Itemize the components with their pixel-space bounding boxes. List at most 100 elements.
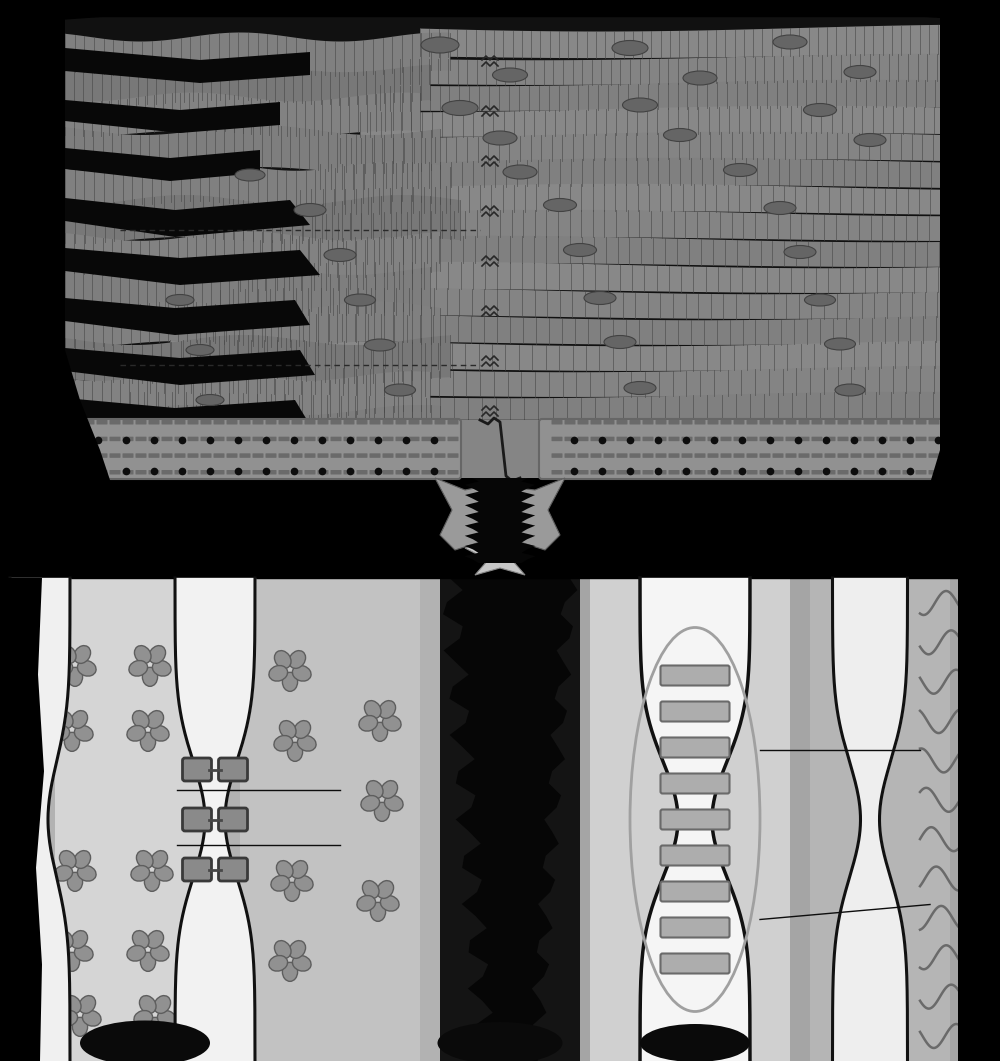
FancyBboxPatch shape — [720, 420, 732, 424]
FancyBboxPatch shape — [304, 437, 316, 441]
Ellipse shape — [64, 995, 81, 1013]
Ellipse shape — [361, 796, 380, 811]
FancyBboxPatch shape — [278, 453, 290, 458]
Ellipse shape — [564, 244, 596, 257]
FancyBboxPatch shape — [356, 470, 368, 474]
Polygon shape — [465, 540, 525, 575]
FancyBboxPatch shape — [96, 453, 108, 458]
Ellipse shape — [364, 700, 381, 718]
FancyBboxPatch shape — [240, 453, 250, 458]
Polygon shape — [65, 441, 420, 487]
Ellipse shape — [67, 667, 83, 686]
FancyBboxPatch shape — [760, 437, 770, 441]
FancyBboxPatch shape — [266, 453, 276, 458]
FancyBboxPatch shape — [734, 470, 744, 474]
FancyBboxPatch shape — [660, 882, 730, 902]
Polygon shape — [420, 24, 975, 58]
Ellipse shape — [854, 134, 886, 146]
FancyBboxPatch shape — [656, 420, 666, 424]
FancyBboxPatch shape — [616, 453, 628, 458]
Ellipse shape — [344, 294, 376, 306]
FancyBboxPatch shape — [422, 453, 432, 458]
FancyBboxPatch shape — [344, 453, 354, 458]
FancyBboxPatch shape — [448, 453, 458, 458]
Ellipse shape — [127, 726, 146, 742]
FancyBboxPatch shape — [70, 420, 82, 424]
Ellipse shape — [140, 953, 156, 972]
FancyBboxPatch shape — [218, 758, 248, 781]
FancyBboxPatch shape — [396, 470, 406, 474]
Ellipse shape — [438, 1022, 562, 1061]
FancyBboxPatch shape — [226, 470, 238, 474]
FancyBboxPatch shape — [786, 437, 796, 441]
Ellipse shape — [271, 875, 290, 891]
FancyBboxPatch shape — [422, 437, 432, 441]
FancyBboxPatch shape — [720, 453, 732, 458]
FancyBboxPatch shape — [278, 470, 290, 474]
FancyBboxPatch shape — [954, 453, 966, 458]
Ellipse shape — [129, 661, 148, 676]
FancyBboxPatch shape — [175, 470, 186, 474]
FancyBboxPatch shape — [838, 420, 848, 424]
FancyBboxPatch shape — [694, 420, 706, 424]
Polygon shape — [65, 48, 310, 83]
FancyBboxPatch shape — [148, 420, 160, 424]
FancyBboxPatch shape — [175, 437, 186, 441]
Polygon shape — [0, 0, 65, 540]
FancyBboxPatch shape — [409, 420, 420, 424]
Ellipse shape — [362, 881, 379, 899]
FancyBboxPatch shape — [824, 470, 836, 474]
Ellipse shape — [150, 945, 169, 961]
FancyBboxPatch shape — [786, 453, 796, 458]
FancyBboxPatch shape — [708, 437, 718, 441]
Ellipse shape — [186, 455, 214, 465]
FancyBboxPatch shape — [44, 453, 56, 458]
Ellipse shape — [544, 198, 576, 211]
Ellipse shape — [77, 866, 96, 881]
Ellipse shape — [359, 715, 378, 731]
FancyBboxPatch shape — [240, 470, 250, 474]
FancyBboxPatch shape — [656, 437, 666, 441]
Ellipse shape — [74, 945, 93, 961]
FancyBboxPatch shape — [122, 437, 134, 441]
FancyBboxPatch shape — [162, 470, 173, 474]
FancyBboxPatch shape — [902, 453, 914, 458]
FancyBboxPatch shape — [812, 453, 822, 458]
Polygon shape — [170, 340, 975, 371]
FancyBboxPatch shape — [682, 420, 692, 424]
Ellipse shape — [51, 945, 70, 961]
Polygon shape — [110, 418, 975, 449]
FancyBboxPatch shape — [876, 437, 888, 441]
Polygon shape — [65, 448, 280, 475]
FancyBboxPatch shape — [214, 437, 224, 441]
FancyBboxPatch shape — [824, 420, 836, 424]
FancyBboxPatch shape — [928, 420, 940, 424]
FancyBboxPatch shape — [266, 470, 276, 474]
Ellipse shape — [289, 941, 306, 958]
FancyBboxPatch shape — [84, 420, 94, 424]
FancyBboxPatch shape — [148, 470, 160, 474]
Ellipse shape — [71, 711, 88, 729]
Ellipse shape — [640, 1024, 750, 1061]
FancyBboxPatch shape — [344, 470, 354, 474]
FancyBboxPatch shape — [396, 453, 406, 458]
FancyBboxPatch shape — [942, 437, 952, 441]
Polygon shape — [200, 314, 975, 345]
Bar — [960, 578, 1000, 1061]
Polygon shape — [925, 20, 1000, 540]
Ellipse shape — [157, 1010, 176, 1026]
Ellipse shape — [64, 953, 80, 972]
FancyBboxPatch shape — [434, 437, 446, 441]
Ellipse shape — [59, 1010, 78, 1026]
FancyBboxPatch shape — [32, 420, 42, 424]
Ellipse shape — [324, 248, 356, 261]
Ellipse shape — [372, 723, 388, 742]
FancyBboxPatch shape — [226, 437, 238, 441]
FancyBboxPatch shape — [864, 470, 874, 474]
FancyBboxPatch shape — [226, 453, 238, 458]
FancyBboxPatch shape — [994, 453, 1000, 458]
Polygon shape — [130, 392, 975, 423]
FancyBboxPatch shape — [136, 453, 146, 458]
FancyBboxPatch shape — [330, 437, 342, 441]
Polygon shape — [65, 509, 420, 545]
